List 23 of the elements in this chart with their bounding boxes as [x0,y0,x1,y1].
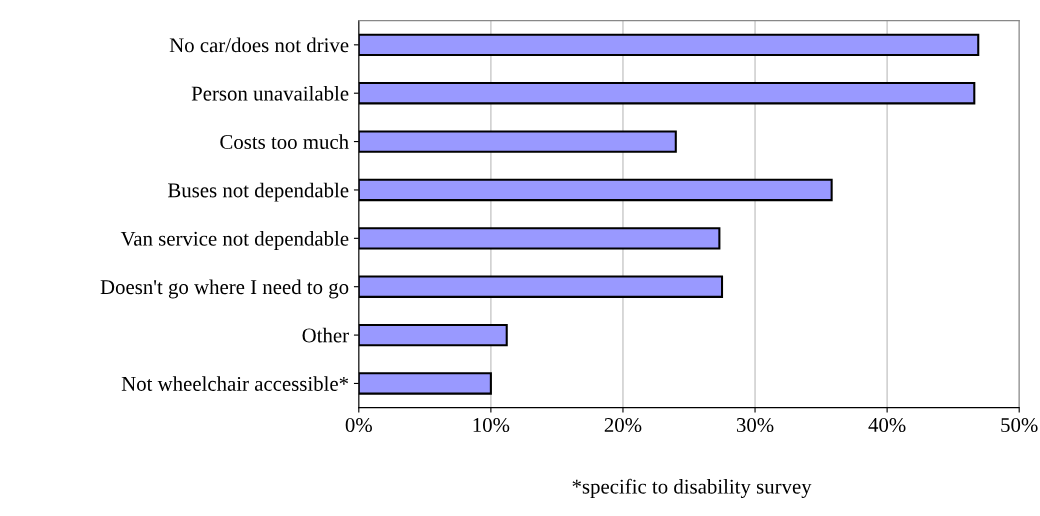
y-tick-label: Person unavailable [191,85,349,101]
text: *specific to disability survey [572,478,812,498]
x-tick-label: 10% [473,417,510,433]
x-tick-label: 0% [345,417,372,433]
bar [358,227,721,250]
y-tick-label: Other [302,327,349,343]
y-tick-label: Costs too much [220,134,349,150]
y-tick-label: Not wheelchair accessible* [121,376,349,391]
x-tick-label: 30% [736,417,774,433]
y-tick-label: Van service not dependable [120,231,349,250]
x-tick-label: 50% [1001,417,1038,433]
bar [358,275,724,298]
x-tick-label: 40% [868,417,906,433]
x-tick-label: 20% [604,417,642,433]
y-tick-label: No car/does not drive [169,37,349,53]
y-tick-label: Buses not dependable [168,182,349,202]
bar [358,33,980,57]
bar [358,323,508,347]
bar [358,82,976,105]
y-tick-label: Doesn't go where I need to go [100,279,349,299]
bar [358,130,677,153]
bar [358,372,492,395]
bar [358,178,833,202]
